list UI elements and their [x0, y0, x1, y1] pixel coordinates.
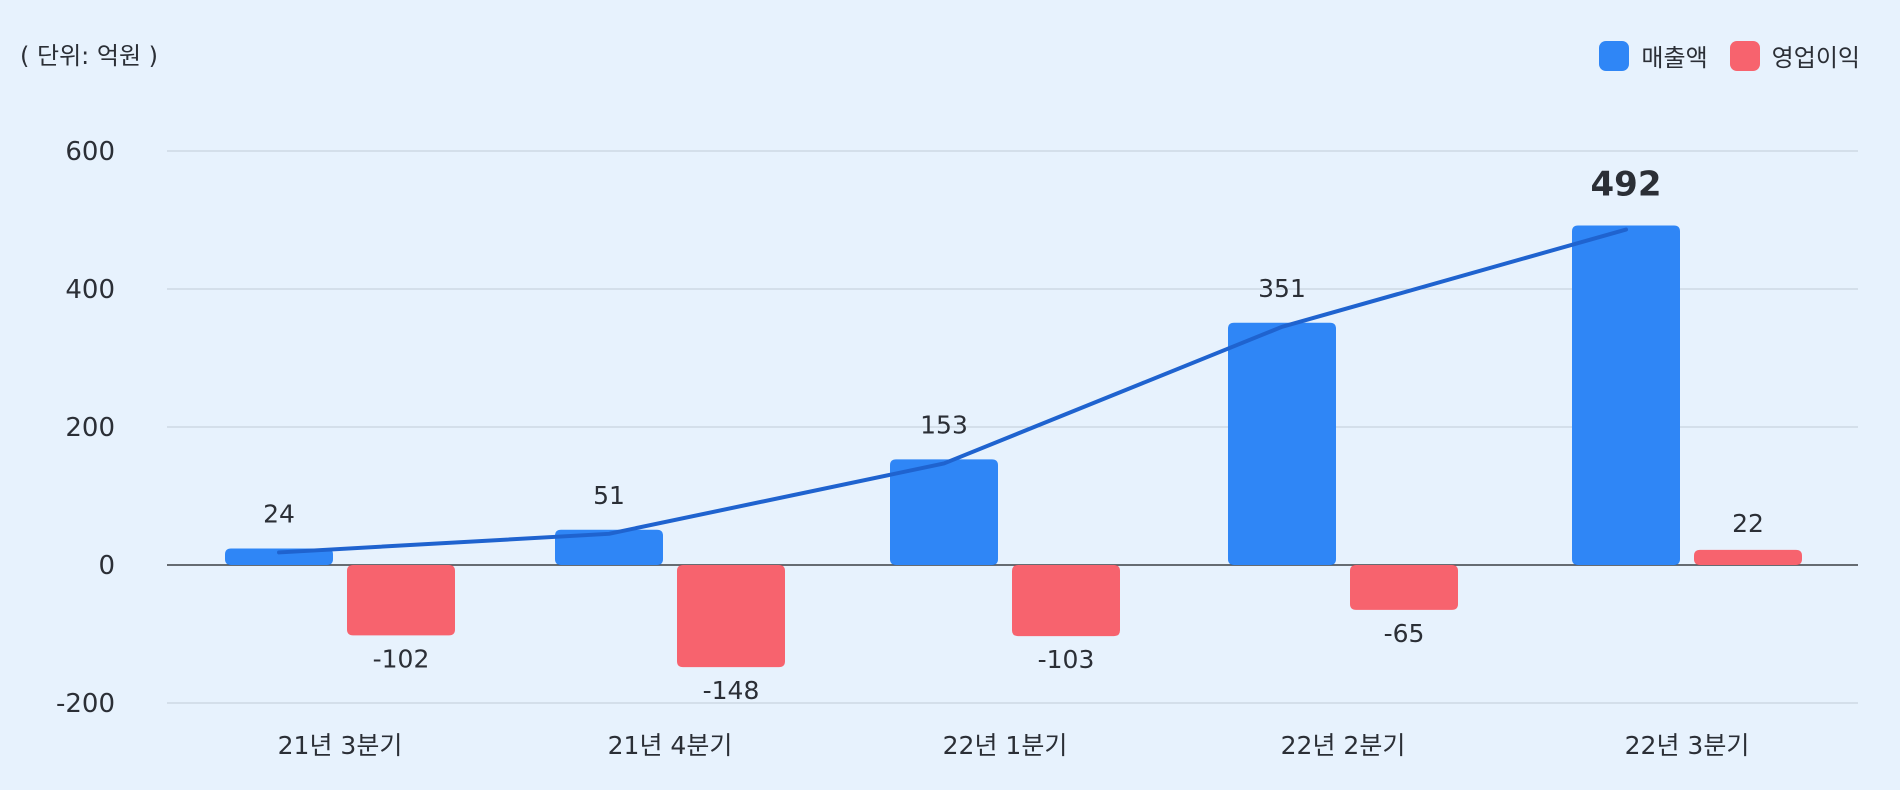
bar-revenue [890, 459, 998, 565]
data-label-revenue: 492 [1591, 165, 1662, 205]
y-tick-label: 600 [65, 137, 115, 167]
legend-label-revenue: 매출액 [1641, 44, 1708, 72]
data-label-revenue: 153 [920, 410, 968, 439]
bar-operating-profit [1694, 549, 1802, 565]
data-label-operating-profit: -103 [1038, 645, 1095, 674]
y-tick-label: 0 [98, 551, 115, 581]
x-tick-label: 21년 4분기 [608, 731, 733, 760]
legend-swatch-revenue [1599, 40, 1630, 71]
legend: 매출액 영업이익 [1599, 38, 1860, 73]
bar-operating-profit [1012, 565, 1120, 637]
y-tick-label: 400 [65, 275, 115, 305]
bar-revenue [1228, 322, 1336, 565]
data-label-operating-profit: 22 [1732, 509, 1764, 538]
x-tick-label: 22년 1분기 [943, 731, 1068, 760]
bar-operating-profit [677, 565, 785, 668]
data-label-revenue: 24 [263, 499, 295, 528]
y-tick-label: 200 [65, 413, 115, 443]
bar-revenue [1572, 225, 1680, 565]
legend-item-revenue: 매출액 [1599, 38, 1708, 73]
x-tick-label: 22년 3분기 [1625, 731, 1750, 760]
y-tick-label: -200 [56, 689, 115, 719]
unit-label: ( 단위: 억원 ) [20, 42, 159, 70]
revenue-trend-line [277, 227, 1628, 555]
data-label-operating-profit: -102 [373, 644, 430, 673]
legend-item-operating-profit: 영업이익 [1729, 38, 1860, 73]
data-label-revenue: 351 [1258, 274, 1306, 303]
data-label-operating-profit: -65 [1384, 619, 1425, 648]
data-label-operating-profit: -148 [703, 676, 760, 705]
bar-operating-profit [347, 565, 455, 636]
data-label-revenue: 51 [593, 481, 625, 510]
bar-revenue [555, 529, 663, 565]
legend-label-operating-profit: 영업이익 [1771, 44, 1860, 72]
x-tick-label: 22년 2분기 [1281, 731, 1406, 760]
bar-operating-profit [1350, 565, 1458, 610]
x-tick-label: 21년 3분기 [278, 731, 403, 760]
legend-swatch-operating-profit [1729, 40, 1760, 71]
